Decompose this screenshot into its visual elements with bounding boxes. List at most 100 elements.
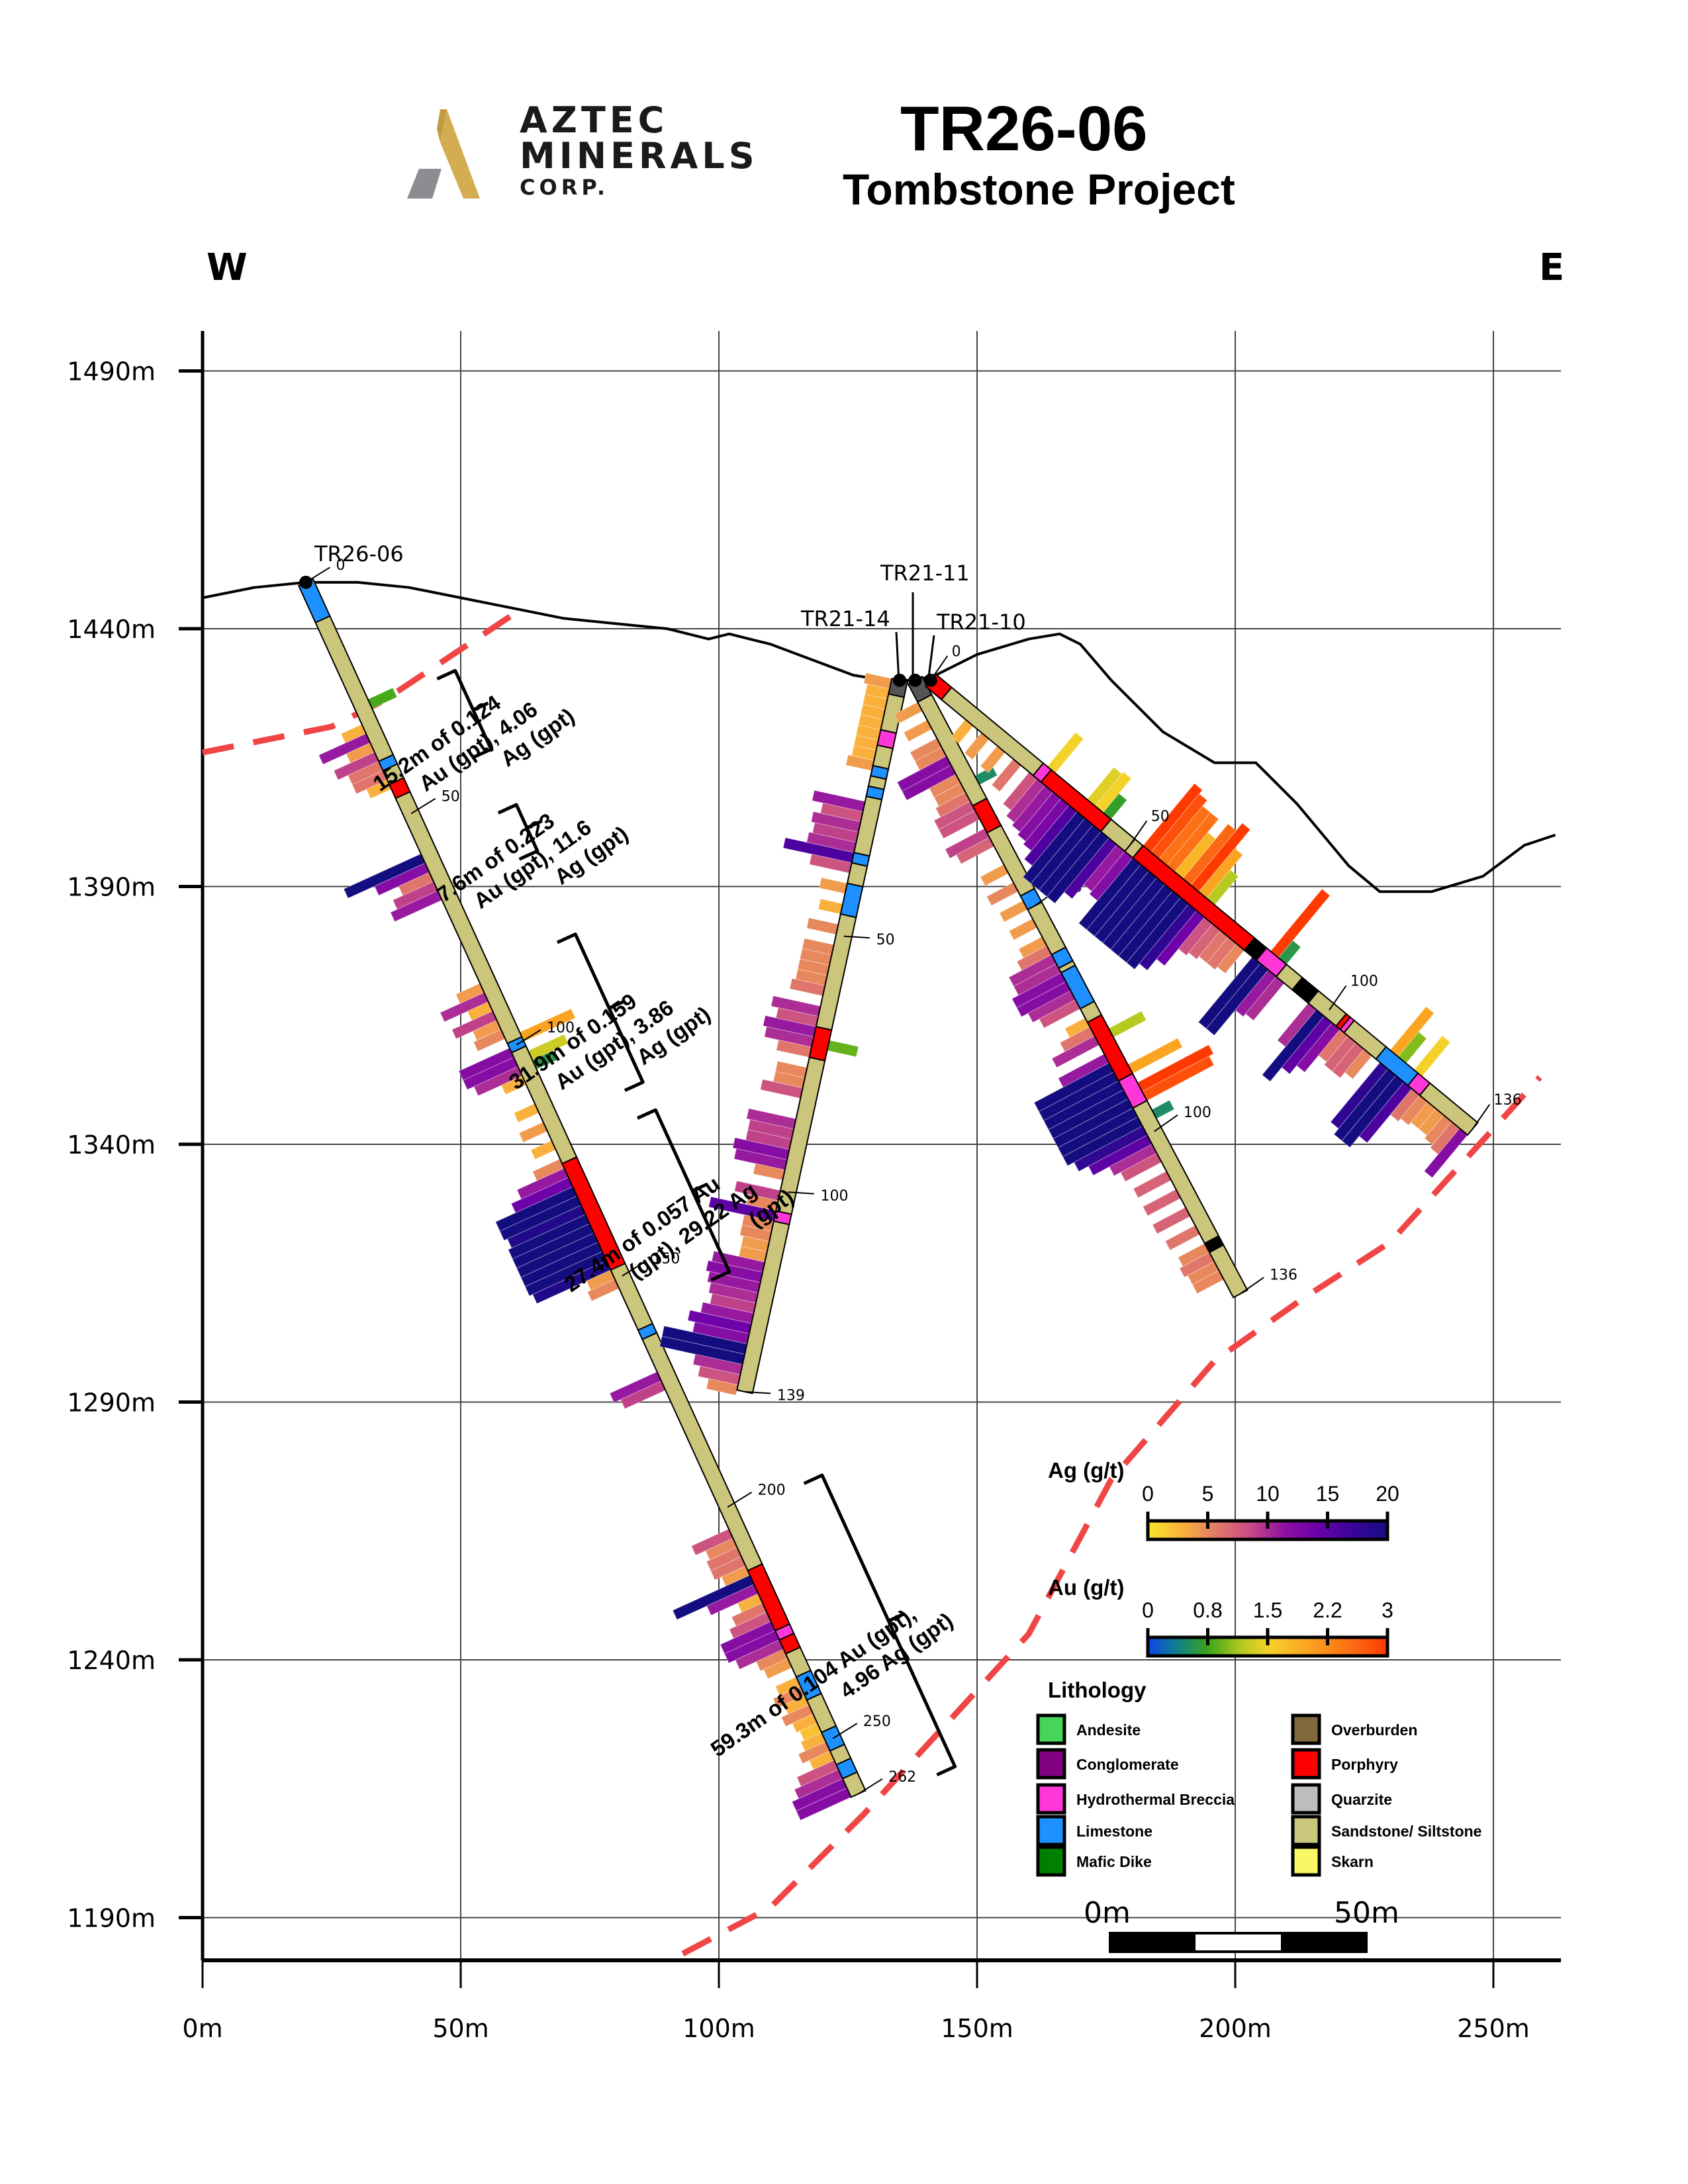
scale-bar: 0m 50m [1084, 1896, 1399, 1953]
ag-assay-bar [1152, 1206, 1191, 1234]
y-tick-label: 1340m [67, 1130, 156, 1160]
x-tick-label: 200m [1199, 2014, 1272, 2043]
depth-tick [858, 1778, 883, 1795]
lithology-swatch-limestone [1036, 1815, 1066, 1846]
depth-tick-label: 50 [442, 789, 460, 805]
ag-assay-bar [999, 900, 1029, 923]
logo-wordmark: AZTEC MINERALS CORP. [520, 99, 759, 200]
intercept-bracket [436, 668, 493, 759]
depth-tick [843, 935, 870, 939]
hole-label-leader [927, 635, 935, 682]
lithology-swatch-andesite [1036, 1713, 1066, 1745]
lithology-legend-title: Lithology [1048, 1678, 1147, 1702]
company-logo: AZTEC MINERALS CORP. [400, 103, 771, 208]
depth-tick [1154, 1114, 1178, 1132]
ag-assay-bar [903, 719, 933, 743]
lithology-swatch-sandstone-siltstone [1291, 1815, 1321, 1846]
lithology-segment [1208, 1244, 1248, 1298]
depth-tick-label: 136 [1270, 1267, 1297, 1283]
depth-tick-label: 250 [863, 1713, 891, 1730]
depth-tick-label: 150 [652, 1251, 680, 1267]
hole-label: TR21-11 [880, 561, 970, 586]
collar-marker [908, 673, 922, 687]
scale-end-label: 50m [1334, 1896, 1399, 1930]
scale-start-label: 0m [1084, 1896, 1131, 1930]
ag-assay-bar [818, 898, 843, 915]
depth-tick [516, 1029, 541, 1046]
ag-assay-bar [1164, 1224, 1201, 1251]
ag-assay-bar [530, 1140, 557, 1160]
depth-tick [1472, 1104, 1491, 1130]
depth-tick-label: 100 [821, 1188, 849, 1205]
lithology-label: Quarzite [1331, 1791, 1392, 1808]
ag-assay-bar [980, 864, 1009, 887]
lithology-swatch-skarn [1291, 1845, 1321, 1877]
fault-lower [681, 1075, 1542, 1957]
y-tick-label: 1390m [67, 873, 156, 902]
au-assay-bar [826, 1040, 859, 1058]
west-label: W [207, 246, 248, 289]
depth-tick-label: 262 [888, 1769, 916, 1786]
x-tick-label: 50m [432, 2014, 489, 2043]
au-legend-tick-label: 2.2 [1313, 1598, 1342, 1622]
x-tick-label: 150m [941, 2014, 1013, 2043]
hole-label: TR21-14 [800, 606, 890, 631]
scale-bar-white-segment [1196, 1934, 1281, 1950]
ag-legend-title: Ag (g/t) [1048, 1458, 1124, 1482]
au-legend-tick-label: 0.8 [1193, 1598, 1222, 1622]
ag-assay-bar [706, 1378, 739, 1396]
drill-hole-tr21-14: 50 100 139 [659, 672, 908, 1404]
intercept-bracket [556, 933, 645, 1092]
lithology-label: Sandstone/ Siltstone [1331, 1823, 1481, 1840]
ag-assay-bar [1142, 1189, 1182, 1216]
ag-colorbar [1146, 1519, 1389, 1541]
x-tick-label: 250m [1457, 2014, 1530, 2043]
ag-legend-tick-label: 20 [1376, 1482, 1399, 1506]
lithology-label: Conglomerate [1076, 1756, 1179, 1773]
lithology-label: Skarn [1331, 1853, 1374, 1870]
ag-assay-bar [806, 917, 839, 935]
lithology-label: Andesite [1076, 1721, 1141, 1739]
ag-legend-tick-label: 10 [1256, 1482, 1280, 1506]
intercept-bracket [636, 1108, 731, 1282]
lithology-segment [736, 1220, 790, 1394]
hole-label-leader [895, 631, 900, 682]
depth-tick-label: 50 [1151, 809, 1170, 825]
ag-assay-bar [818, 877, 848, 894]
lithology-legend: Andesite Conglomerate Hydrothermal Breccia… [1036, 1713, 1481, 1877]
intercept-bracket [803, 1473, 957, 1776]
hole-label: TR26-06 [314, 541, 404, 567]
depth-tick-label: 0 [336, 557, 345, 574]
depth-tick-label: 100 [547, 1020, 575, 1036]
depth-tick-label: 100 [1184, 1105, 1211, 1121]
logo-line-3: CORP. [520, 175, 610, 200]
lithology-swatch-porphyry [1291, 1748, 1321, 1780]
y-tick-label: 1240m [67, 1646, 156, 1675]
lithology-label: Mafic Dike [1076, 1853, 1152, 1870]
lithology-segment [1419, 1082, 1479, 1136]
intercept-bracket [497, 803, 543, 861]
ag-assay-bar [518, 1121, 548, 1143]
page-subtitle: Tombstone Project [843, 165, 1235, 214]
depth-tick [832, 1723, 858, 1739]
ag-assay-bar [513, 1103, 539, 1123]
depth-tick-label: 50 [876, 932, 895, 948]
ag-assay-bar [1133, 1170, 1172, 1199]
drill-hole-tr26-06: 0 50 100 150 200 250 262 [297, 557, 916, 1821]
lithology-segment [841, 1771, 867, 1798]
depth-tick [1329, 985, 1347, 1011]
axes: 0m 50m 100m 150m 200m 250m1490m1440m1390m1340… [67, 331, 1561, 2043]
depth-tick-label: 100 [1350, 974, 1378, 990]
depth-tick-label: 200 [758, 1482, 786, 1499]
y-tick-label: 1440m [67, 615, 156, 644]
lithology-swatch-hydrothermal-breccia [1036, 1783, 1066, 1815]
ag-legend-tick-label: 5 [1202, 1482, 1214, 1506]
depth-tick [1240, 1277, 1264, 1295]
lithology-label: Hydrothermal Breccia [1076, 1791, 1235, 1808]
logo-line-1: AZTEC [520, 99, 669, 141]
ag-legend-tick-label: 15 [1316, 1482, 1340, 1506]
y-tick-label: 1490m [67, 357, 156, 387]
lithology-swatch-overburden [1291, 1713, 1321, 1745]
y-tick-label: 1290m [67, 1388, 156, 1418]
lithology-swatch-conglomerate [1036, 1748, 1066, 1780]
